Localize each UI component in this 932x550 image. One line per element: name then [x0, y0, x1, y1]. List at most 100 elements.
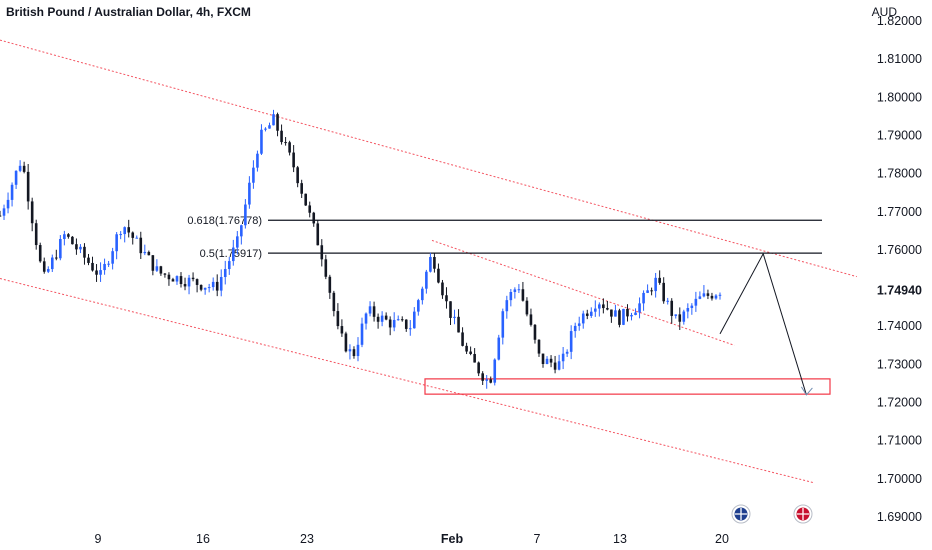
- candle: [231, 239, 235, 266]
- candle-body: [408, 328, 412, 330]
- candle: [30, 197, 34, 232]
- y-tick-label: 1.70000: [877, 472, 922, 486]
- candle: [634, 308, 637, 316]
- candle: [111, 247, 114, 270]
- candle: [561, 347, 565, 370]
- chart-title: British Pound / Australian Dollar, 4h, F…: [6, 5, 251, 19]
- time-axis[interactable]: 9 16 23 Feb 7 13 20: [95, 532, 729, 546]
- candle-body: [139, 237, 143, 254]
- candle: [445, 287, 448, 309]
- candle: [425, 269, 428, 294]
- candle-body: [461, 332, 464, 346]
- candle-body: [477, 362, 480, 374]
- candle-body: [622, 308, 625, 325]
- candle-body: [296, 167, 299, 184]
- candle-body: [14, 170, 18, 185]
- candle: [67, 233, 70, 239]
- candle: [594, 300, 597, 317]
- candle-body: [272, 114, 275, 126]
- candle-body: [497, 337, 501, 360]
- candle: [215, 274, 219, 297]
- candle-body: [577, 323, 581, 326]
- candle: [598, 302, 601, 317]
- candle-body: [630, 314, 633, 317]
- candle-body: [505, 300, 509, 312]
- candle-body: [581, 313, 585, 324]
- y-tick-label: 1.69000: [877, 510, 922, 524]
- candle: [252, 160, 255, 189]
- candle-body: [284, 142, 287, 144]
- candle-body: [348, 349, 352, 352]
- candle-body: [437, 268, 440, 283]
- candle-body: [143, 251, 147, 254]
- candle-body: [694, 298, 698, 306]
- candle-body: [594, 308, 597, 312]
- candle-body: [6, 199, 10, 209]
- x-tick-label: 20: [715, 532, 729, 546]
- candle-body: [425, 271, 428, 289]
- candle: [646, 284, 649, 294]
- candle-body: [304, 193, 307, 206]
- candle-body: [159, 266, 163, 274]
- candle-body: [573, 325, 577, 332]
- candle: [589, 307, 593, 318]
- candle-body: [10, 184, 14, 200]
- candle: [115, 232, 118, 260]
- candle-body: [610, 309, 613, 317]
- candle-body: [340, 326, 344, 334]
- candle: [50, 254, 54, 273]
- candle-body: [264, 128, 267, 130]
- candle: [356, 337, 360, 362]
- candle: [18, 160, 22, 173]
- candle: [569, 325, 573, 360]
- candle-body: [481, 373, 484, 381]
- uk-flag-icon[interactable]: [793, 504, 813, 524]
- candle: [324, 254, 328, 280]
- candle-body: [602, 304, 605, 309]
- candle-body: [541, 353, 545, 364]
- candle-body: [268, 125, 271, 129]
- candle-body: [240, 225, 243, 237]
- candle: [14, 170, 18, 189]
- candle-body: [433, 256, 436, 269]
- candle: [577, 316, 581, 331]
- candle: [650, 287, 653, 296]
- candle: [529, 308, 533, 327]
- candle-body: [549, 358, 553, 363]
- candle: [63, 230, 66, 246]
- candle-body: [686, 308, 690, 312]
- projection-arrowhead: [800, 386, 813, 396]
- candle-body: [589, 311, 593, 316]
- candle: [127, 219, 131, 238]
- y-tick-label: 1.82000: [877, 14, 922, 28]
- y-tick-label: 1.76000: [877, 243, 922, 257]
- candle-body: [63, 234, 66, 239]
- candle-body: [561, 353, 565, 362]
- candle-body: [404, 319, 408, 329]
- candle-body: [678, 314, 682, 322]
- candle: [449, 301, 452, 325]
- candle-body: [207, 287, 211, 289]
- support-zone: [424, 378, 831, 395]
- candle: [328, 274, 332, 299]
- candle: [296, 165, 299, 188]
- candle-body: [344, 333, 348, 352]
- candle: [565, 349, 569, 357]
- candle: [364, 312, 368, 330]
- candle-body: [453, 316, 456, 318]
- candle: [91, 256, 94, 272]
- candle-body: [666, 300, 670, 302]
- australia-flag-icon[interactable]: [731, 504, 751, 524]
- candle: [163, 273, 167, 278]
- candlestick-series: [0, 109, 722, 389]
- candle-body: [119, 234, 122, 236]
- candle: [179, 272, 183, 288]
- candle-body: [429, 256, 432, 272]
- candle: [83, 243, 86, 265]
- candle-body: [606, 308, 609, 310]
- candle-body: [441, 282, 444, 296]
- candle: [630, 312, 633, 321]
- candle: [227, 256, 231, 275]
- price-axis[interactable]: 1.82000 1.81000 1.80000 1.79000 1.78000 1.770…: [877, 14, 922, 524]
